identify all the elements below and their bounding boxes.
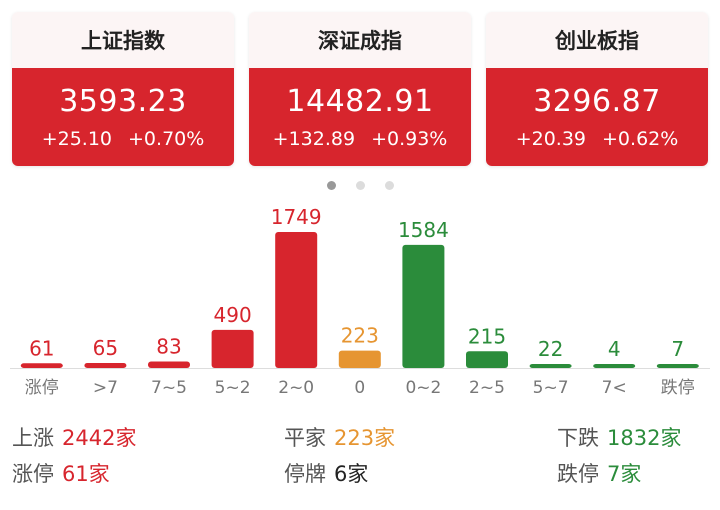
category-label: 7~5 xyxy=(151,378,187,398)
bar xyxy=(656,364,699,368)
bar xyxy=(20,363,63,368)
category-label: 涨停 xyxy=(25,378,59,398)
index-value: 3296.87 xyxy=(533,84,661,119)
stat-flat: 平家 223家 xyxy=(284,422,395,452)
index-change: +132.89 xyxy=(272,128,356,150)
stat-value: 2442家 xyxy=(62,426,137,450)
index-change: +25.10 xyxy=(41,128,113,150)
bar xyxy=(466,351,508,368)
index-change: +20.39 xyxy=(515,128,587,150)
bar-value-label: 1584 xyxy=(398,218,449,242)
category-label: 0 xyxy=(354,378,365,398)
market-summary: 上涨 2442家 涨停 61家 平家 223家 停牌 6家 下跌 1832家 跌停 7家 xyxy=(0,418,720,510)
stat-value: 7家 xyxy=(607,462,642,486)
stat-label: 停牌 xyxy=(284,462,326,486)
stat-value: 6家 xyxy=(334,462,369,486)
bar-value-label: 490 xyxy=(214,303,252,327)
index-name: 上证指数 xyxy=(12,12,234,68)
bar xyxy=(211,329,254,368)
bar xyxy=(593,364,636,368)
index-card-shenzhen[interactable]: 深证成指 14482.91 +132.89 +0.93% xyxy=(249,12,471,166)
stat-label: 下跌 xyxy=(557,426,599,450)
pager-dot[interactable] xyxy=(356,181,365,190)
index-name: 创业板指 xyxy=(486,12,708,68)
stat-label: 跌停 xyxy=(557,462,599,486)
category-label: >7 xyxy=(93,378,118,398)
bar-value-label: 7 xyxy=(671,337,684,361)
bar xyxy=(338,350,381,368)
stat-value: 1832家 xyxy=(607,426,682,450)
stat-suspended: 停牌 6家 xyxy=(284,458,368,488)
stat-value: 223家 xyxy=(334,426,396,450)
index-change-pct: +0.70% xyxy=(128,128,205,150)
category-label: 5~2 xyxy=(215,378,251,398)
stat-limit-up: 涨停 61家 xyxy=(12,458,110,488)
pager-dot[interactable] xyxy=(327,181,336,190)
index-change-pct: +0.93% xyxy=(371,128,448,150)
bar-value-label: 1749 xyxy=(271,205,322,229)
bar-value-label: 22 xyxy=(538,337,563,361)
index-card-chinext[interactable]: 创业板指 3296.87 +20.39 +0.62% xyxy=(486,12,708,166)
pager-dot[interactable] xyxy=(385,181,394,190)
category-label: 2~5 xyxy=(469,378,505,398)
carousel-pager xyxy=(0,181,720,191)
category-label: 7< xyxy=(602,378,627,398)
stat-down: 下跌 1832家 xyxy=(557,422,681,452)
stat-label: 平家 xyxy=(284,426,326,450)
stat-value: 61家 xyxy=(62,462,110,486)
bar-value-label: 223 xyxy=(341,324,379,348)
stat-limit-down: 跌停 7家 xyxy=(557,458,641,488)
category-label: 跌停 xyxy=(661,378,695,398)
index-value: 14482.91 xyxy=(286,84,434,119)
category-label: 5~7 xyxy=(533,378,569,398)
category-label: 0~2 xyxy=(405,378,441,398)
bar xyxy=(275,232,318,368)
index-value: 3593.23 xyxy=(59,84,187,119)
stat-up: 上涨 2442家 xyxy=(12,422,136,452)
bar xyxy=(529,364,572,368)
bar-value-label: 61 xyxy=(29,336,54,360)
stat-label: 涨停 xyxy=(12,462,54,486)
category-label: 2~0 xyxy=(278,378,314,398)
bar-value-label: 4 xyxy=(608,337,621,361)
index-card-shanghai[interactable]: 上证指数 3593.23 +25.10 +0.70% xyxy=(12,12,234,166)
rise-fall-distribution-chart: 61 涨停 65 >7 83 7~5 490 5~2 1749 2~0 223 0 1584 0~2 215… xyxy=(10,205,710,398)
bar-value-label: 65 xyxy=(93,336,118,360)
bar xyxy=(84,362,127,368)
bar-value-label: 83 xyxy=(156,335,181,359)
bar xyxy=(148,361,190,368)
bar-value-label: 215 xyxy=(468,324,506,348)
index-change-pct: +0.62% xyxy=(602,128,679,150)
stat-label: 上涨 xyxy=(12,426,54,450)
index-name: 深证成指 xyxy=(249,12,471,68)
bar xyxy=(402,244,445,368)
